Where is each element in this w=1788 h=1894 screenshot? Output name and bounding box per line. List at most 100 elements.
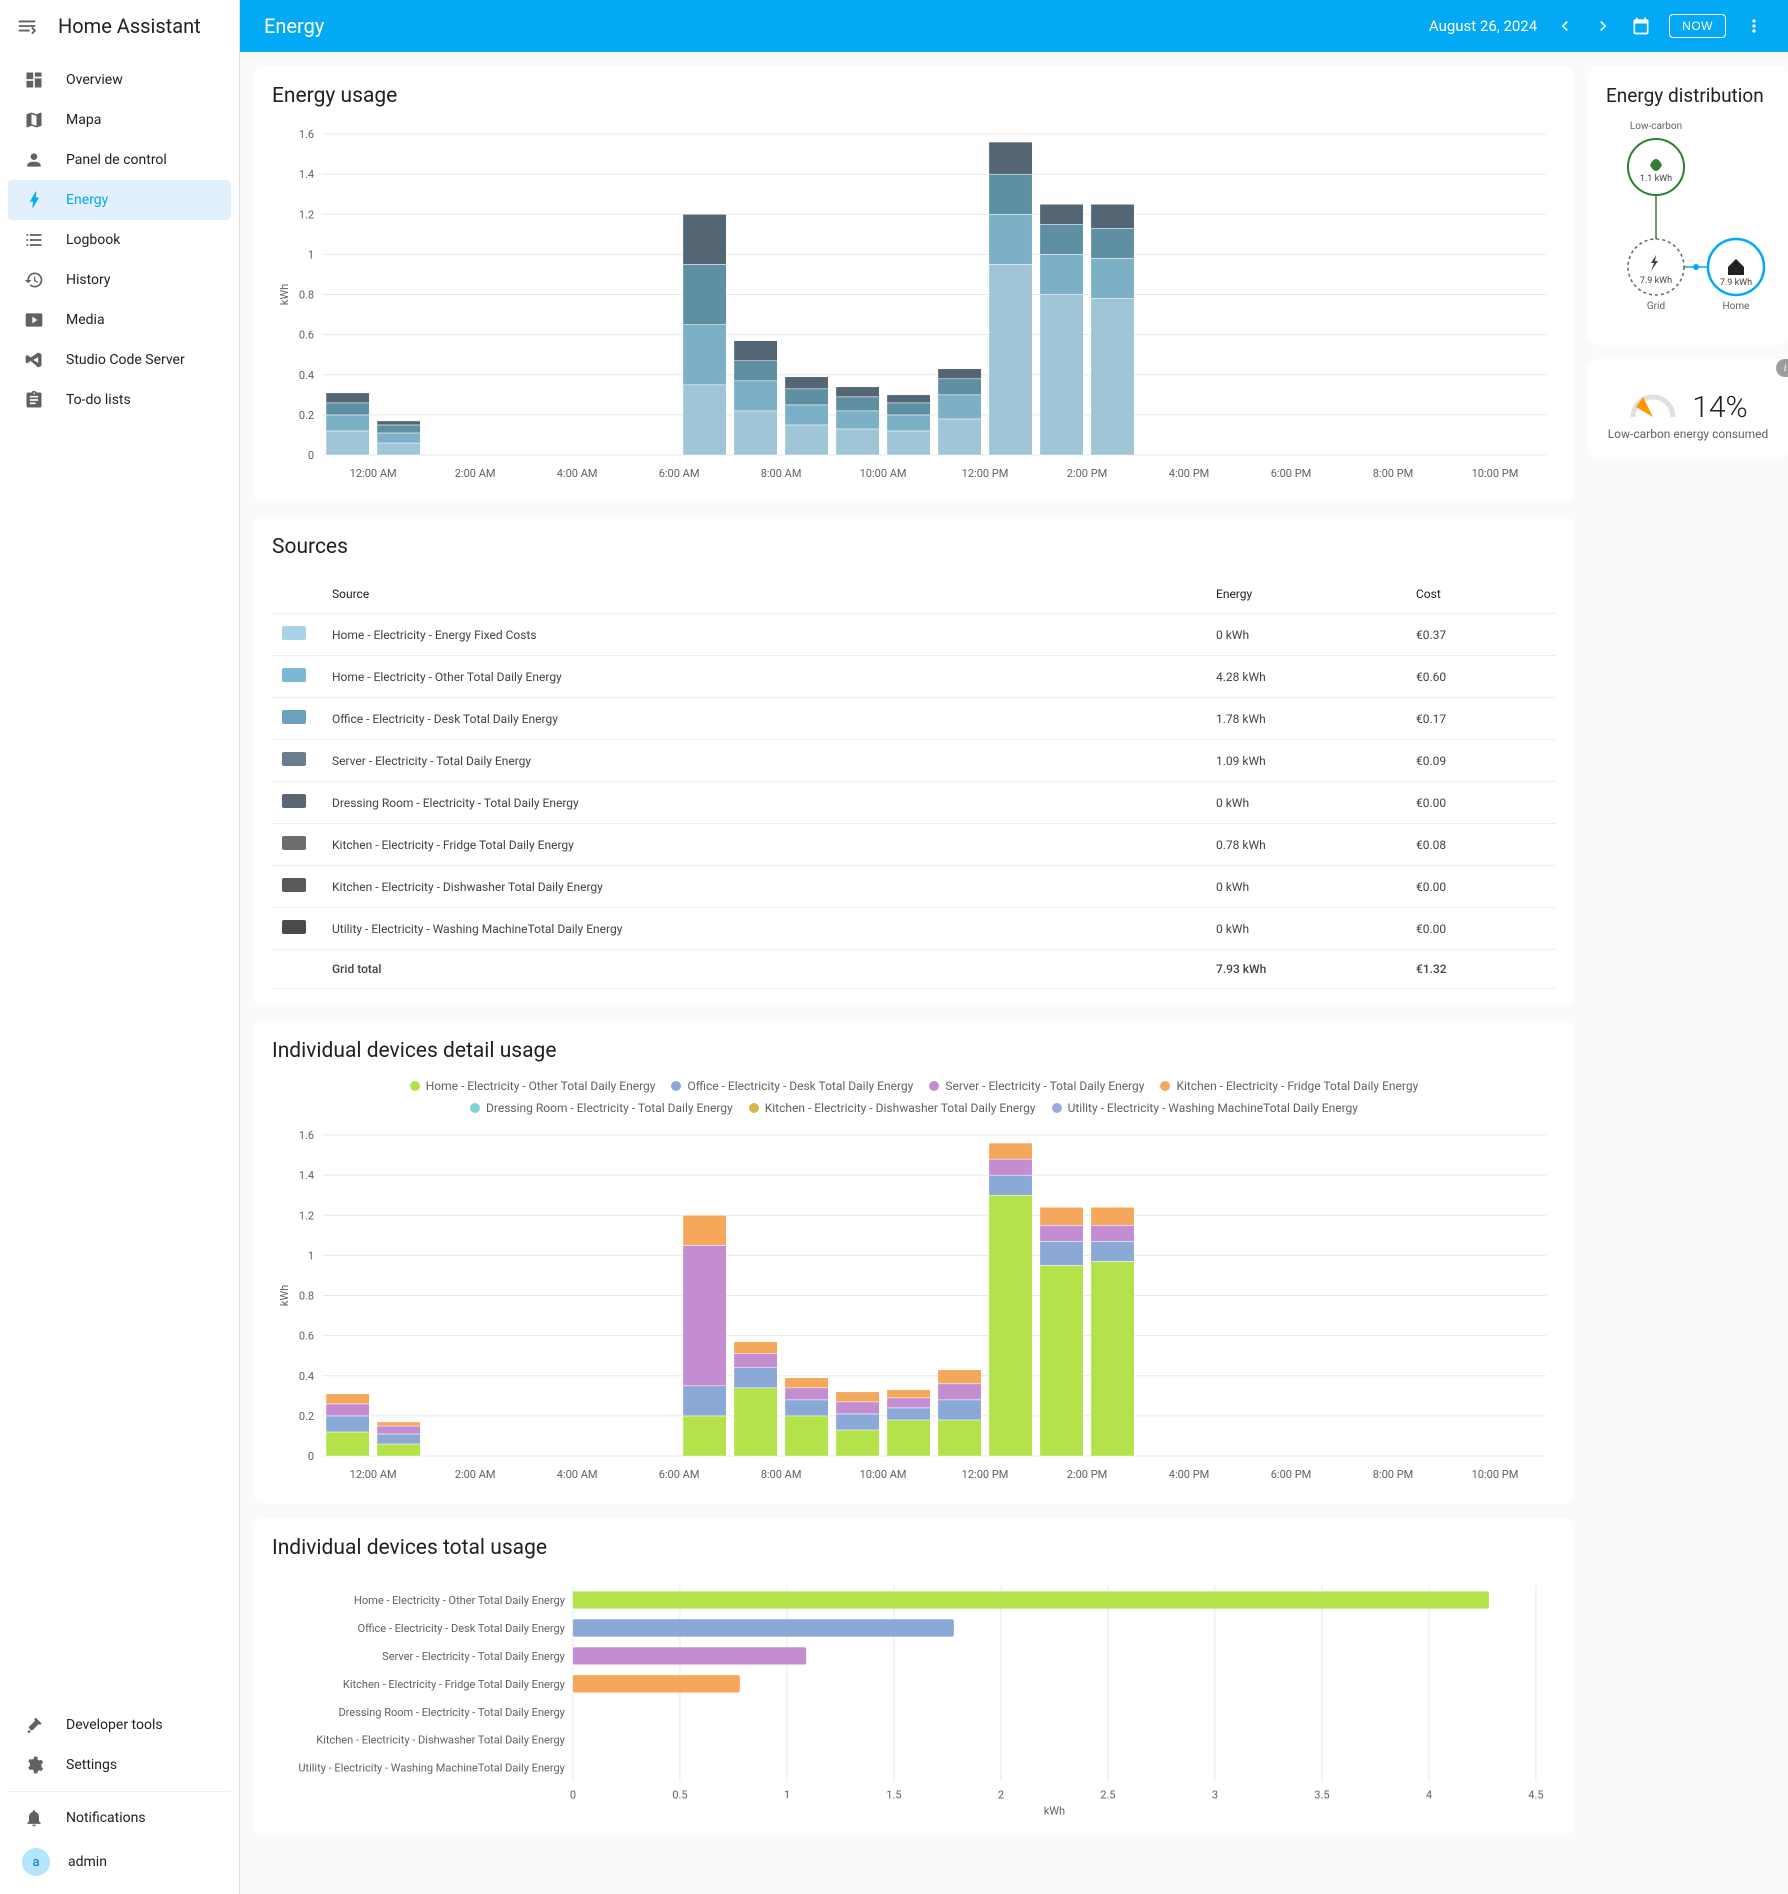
svg-text:7.9 kWh: 7.9 kWh <box>1640 276 1672 286</box>
svg-text:6:00 PM: 6:00 PM <box>1271 1468 1312 1481</box>
sidebar-item-settings[interactable]: Settings <box>8 1745 231 1785</box>
prev-day-icon[interactable] <box>1555 16 1575 36</box>
svg-text:kWh: kWh <box>1044 1805 1065 1817</box>
user-row[interactable]: a admin <box>8 1838 231 1886</box>
svg-text:4: 4 <box>1426 1789 1432 1802</box>
sources-card: Sources Source Energy Cost Home - Electr… <box>254 517 1574 1007</box>
grid-total-cost: €1.32 <box>1406 950 1556 989</box>
table-row[interactable]: Utility - Electricity - Washing MachineT… <box>272 908 1556 950</box>
sidebar-item-energy[interactable]: Energy <box>8 180 231 220</box>
source-cost: €0.09 <box>1406 740 1556 782</box>
col-energy: Energy <box>1206 575 1406 614</box>
svg-text:Grid: Grid <box>1647 301 1665 312</box>
now-button[interactable]: NOW <box>1669 14 1726 38</box>
svg-text:kWh: kWh <box>278 1285 291 1306</box>
energy-distribution-card: Energy distribution Low-carbon1.1 kWh7.9… <box>1588 66 1788 345</box>
source-cost: €0.00 <box>1406 782 1556 824</box>
legend-item[interactable]: Dressing Room - Electricity - Total Dail… <box>470 1101 733 1115</box>
svg-text:2:00 AM: 2:00 AM <box>455 467 496 480</box>
table-row[interactable]: Home - Electricity - Other Total Daily E… <box>272 656 1556 698</box>
energy-distribution-svg: Low-carbon1.1 kWh7.9 kWhGrid7.9 kWhHome <box>1606 117 1776 327</box>
date-label[interactable]: August 26, 2024 <box>1429 17 1537 35</box>
source-name: Home - Electricity - Energy Fixed Costs <box>322 614 1206 656</box>
legend-dot <box>671 1081 681 1091</box>
sidebar-item-to-do-lists[interactable]: To-do lists <box>8 380 231 420</box>
devices-detail-legend: Home - Electricity - Other Total Daily E… <box>272 1079 1556 1115</box>
energy-usage-chart: 00.20.40.60.811.21.41.6kWh12:00 AM2:00 A… <box>272 124 1556 485</box>
more-icon[interactable] <box>1744 16 1764 36</box>
table-row[interactable]: Dressing Room - Electricity - Total Dail… <box>272 782 1556 824</box>
legend-item[interactable]: Office - Electricity - Desk Total Daily … <box>671 1079 913 1093</box>
sidebar-item-mapa[interactable]: Mapa <box>8 100 231 140</box>
app-title: Home Assistant <box>58 14 201 38</box>
sidebar-item-logbook[interactable]: Logbook <box>8 220 231 260</box>
table-row[interactable]: Kitchen - Electricity - Fridge Total Dai… <box>272 824 1556 866</box>
person-icon <box>22 150 46 170</box>
table-row[interactable]: Kitchen - Electricity - Dishwasher Total… <box>272 866 1556 908</box>
grid-total-label: Grid total <box>322 950 1206 989</box>
source-cost: €0.17 <box>1406 698 1556 740</box>
legend-item[interactable]: Home - Electricity - Other Total Daily E… <box>410 1079 656 1093</box>
sidebar-item-history[interactable]: History <box>8 260 231 300</box>
svg-text:8:00 PM: 8:00 PM <box>1373 1468 1414 1481</box>
svg-text:3.5: 3.5 <box>1314 1789 1329 1802</box>
svg-text:6:00 AM: 6:00 AM <box>659 1468 700 1481</box>
source-swatch <box>282 710 306 724</box>
legend-item[interactable]: Kitchen - Electricity - Dishwasher Total… <box>749 1101 1036 1115</box>
source-name: Dressing Room - Electricity - Total Dail… <box>322 782 1206 824</box>
source-energy: 1.09 kWh <box>1206 740 1406 782</box>
sidebar-item-label: Overview <box>66 72 123 88</box>
bolt-icon <box>22 190 46 210</box>
svg-text:0: 0 <box>308 1450 314 1463</box>
legend-item[interactable]: Utility - Electricity - Washing MachineT… <box>1052 1101 1358 1115</box>
calendar-icon[interactable] <box>1631 16 1651 36</box>
source-energy: 0 kWh <box>1206 908 1406 950</box>
table-row[interactable]: Server - Electricity - Total Daily Energ… <box>272 740 1556 782</box>
svg-text:2: 2 <box>998 1789 1004 1802</box>
sidebar-item-studio-code-server[interactable]: Studio Code Server <box>8 340 231 380</box>
svg-text:Dressing Room - Electricity -: Dressing Room - Electricity - Total Dail… <box>338 1706 565 1719</box>
devices-detail-card: Individual devices detail usage Home - E… <box>254 1021 1574 1504</box>
sidebar-item-overview[interactable]: Overview <box>8 60 231 100</box>
svg-text:Server - Electricity - Total D: Server - Electricity - Total Daily Energ… <box>382 1650 566 1663</box>
sidebar-item-developer-tools[interactable]: Developer tools <box>8 1705 231 1745</box>
source-cost: €0.08 <box>1406 824 1556 866</box>
table-row[interactable]: Office - Electricity - Desk Total Daily … <box>272 698 1556 740</box>
vscode-icon <box>22 350 46 370</box>
source-swatch <box>282 752 306 766</box>
svg-text:8:00 AM: 8:00 AM <box>761 1468 802 1481</box>
sidebar-item-panel-de-control[interactable]: Panel de control <box>8 140 231 180</box>
table-row[interactable]: Home - Electricity - Energy Fixed Costs … <box>272 614 1556 656</box>
dashboard-icon <box>22 70 46 90</box>
todo-icon <box>22 390 46 410</box>
sidebar-item-label: Developer tools <box>66 1717 163 1733</box>
next-day-icon[interactable] <box>1593 16 1613 36</box>
notifications-label: Notifications <box>66 1810 146 1826</box>
legend-label: Kitchen - Electricity - Dishwasher Total… <box>765 1101 1036 1115</box>
svg-text:2:00 PM: 2:00 PM <box>1067 467 1108 480</box>
source-energy: 0 kWh <box>1206 782 1406 824</box>
svg-text:7.9 kWh: 7.9 kWh <box>1720 278 1752 288</box>
source-name: Kitchen - Electricity - Dishwasher Total… <box>322 866 1206 908</box>
legend-dot <box>1160 1081 1170 1091</box>
side-column: Energy distribution Low-carbon1.1 kWh7.9… <box>1588 52 1788 1835</box>
source-name: Utility - Electricity - Washing MachineT… <box>322 908 1206 950</box>
source-energy: 0.78 kWh <box>1206 824 1406 866</box>
svg-text:Kitchen - Electricity - Dishwa: Kitchen - Electricity - Dishwasher Total… <box>316 1734 565 1747</box>
sidebar-item-label: Energy <box>66 192 108 208</box>
notifications-item[interactable]: Notifications <box>8 1798 231 1838</box>
svg-text:2.5: 2.5 <box>1100 1789 1115 1802</box>
svg-text:Utility - Electricity - Washin: Utility - Electricity - Washing MachineT… <box>298 1762 565 1775</box>
svg-text:1.4: 1.4 <box>299 1169 314 1182</box>
source-swatch <box>282 836 306 850</box>
sidebar-item-media[interactable]: Media <box>8 300 231 340</box>
source-name: Home - Electricity - Other Total Daily E… <box>322 656 1206 698</box>
menu-toggle-icon[interactable] <box>16 15 38 37</box>
legend-label: Office - Electricity - Desk Total Daily … <box>687 1079 913 1093</box>
legend-item[interactable]: Kitchen - Electricity - Fridge Total Dai… <box>1160 1079 1418 1093</box>
svg-text:10:00 AM: 10:00 AM <box>860 1468 907 1481</box>
svg-text:0.6: 0.6 <box>299 329 314 342</box>
info-icon[interactable]: i <box>1776 359 1788 377</box>
main-column: Energy usage 00.20.40.60.811.21.41.6kWh1… <box>254 52 1574 1835</box>
legend-item[interactable]: Server - Electricity - Total Daily Energ… <box>929 1079 1144 1093</box>
